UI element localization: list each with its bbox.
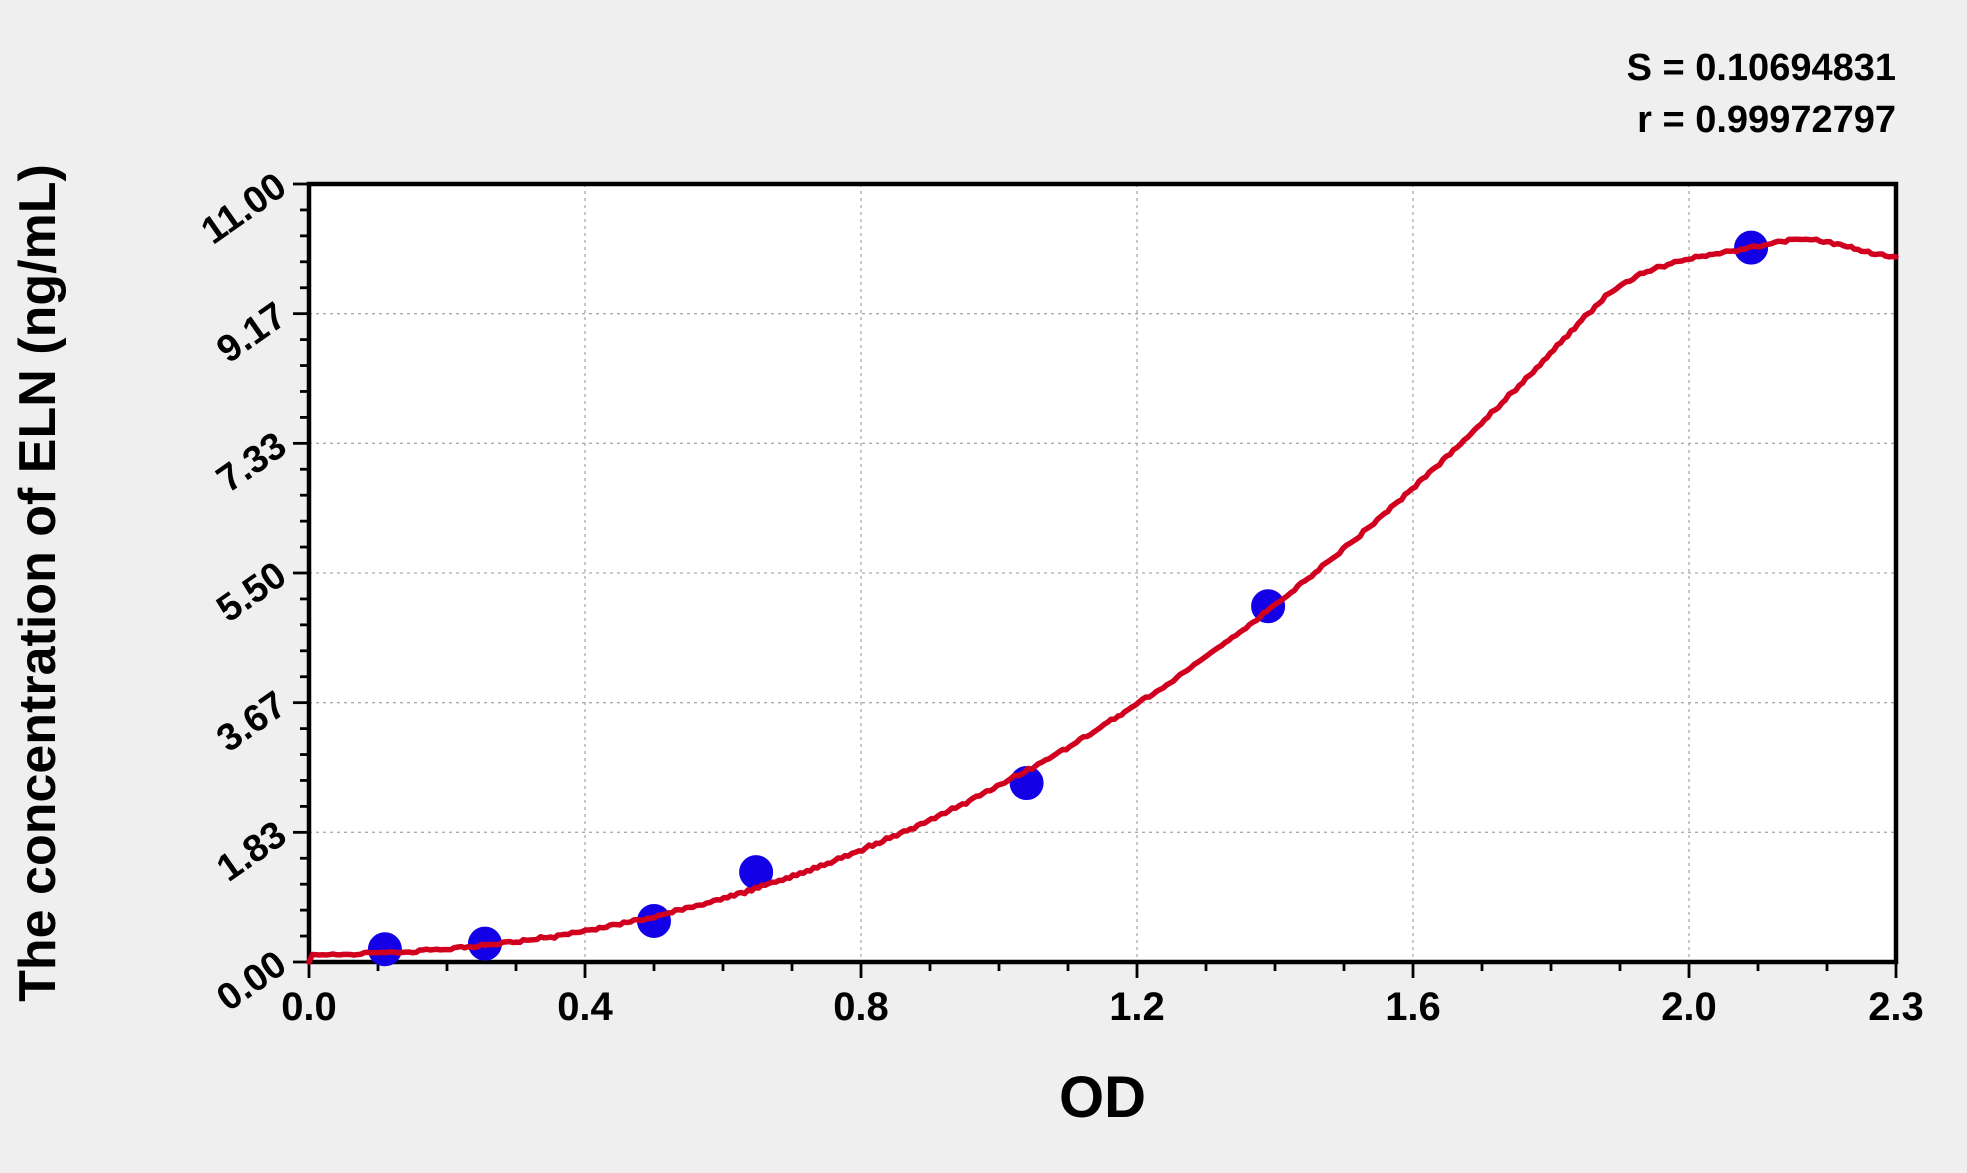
svg-text:1.2: 1.2 [1109, 985, 1165, 1029]
svg-text:1.6: 1.6 [1385, 985, 1441, 1029]
svg-text:0.4: 0.4 [557, 985, 613, 1029]
svg-text:1.83: 1.83 [209, 813, 294, 890]
svg-text:9.17: 9.17 [209, 295, 294, 372]
svg-text:OD: OD [1059, 1065, 1146, 1130]
svg-text:The concentration of ELN (ng/m: The concentration of ELN (ng/mL) [9, 164, 67, 1002]
svg-text:7.33: 7.33 [209, 424, 294, 501]
svg-text:11.00: 11.00 [194, 165, 294, 253]
svg-text:2.3: 2.3 [1868, 985, 1924, 1029]
svg-text:5.50: 5.50 [209, 554, 294, 631]
svg-text:3.67: 3.67 [209, 684, 294, 761]
svg-text:r = 0.99972797: r = 0.99972797 [1637, 99, 1896, 141]
svg-text:0.0: 0.0 [281, 985, 337, 1029]
svg-text:2.0: 2.0 [1661, 985, 1717, 1029]
svg-text:0.8: 0.8 [833, 985, 889, 1029]
svg-text:S = 0.10694831: S = 0.10694831 [1627, 47, 1896, 89]
